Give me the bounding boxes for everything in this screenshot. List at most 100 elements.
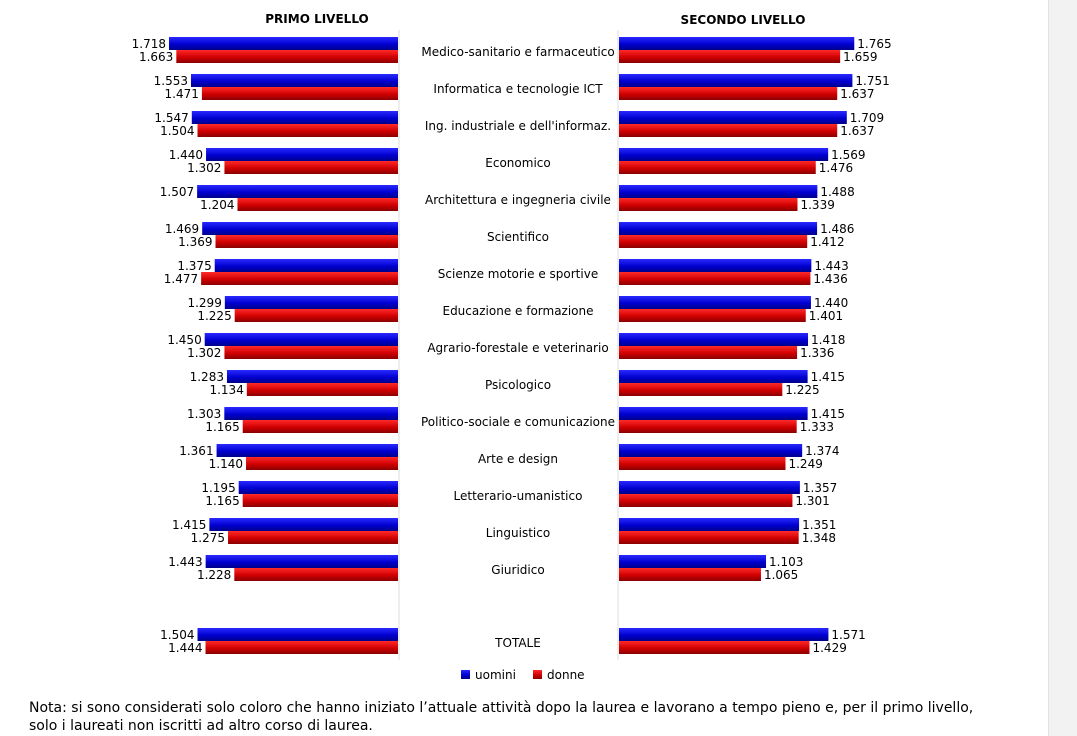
category-label: Educazione e formazione [442, 304, 593, 318]
label-secondo-uomini-cat-4: 1.488 [820, 185, 854, 199]
bar-primo-uomini-cat-2 [191, 111, 398, 124]
bar-secondo-uomini-cat-15 [619, 628, 829, 641]
label-secondo-donne-cat-13: 1.348 [802, 531, 836, 545]
category-label: Letterario-umanistico [454, 489, 583, 503]
label-primo-donne-cat-13: 1.275 [191, 531, 225, 545]
label-primo-uomini-cat-13: 1.415 [172, 518, 206, 532]
bar-primo-uomini-cat-11 [216, 444, 398, 457]
bar-secondo-donne-cat-3 [619, 161, 816, 174]
legend-swatch-uomini [461, 670, 470, 679]
bar-primo-donne-cat-5 [215, 235, 398, 248]
label-secondo-donne-cat-9: 1.225 [785, 383, 819, 397]
label-secondo-uomini-cat-8: 1.418 [811, 333, 845, 347]
label-secondo-donne-cat-11: 1.249 [788, 457, 822, 471]
bar-primo-donne-cat-6 [201, 272, 398, 285]
bar-primo-donne-cat-3 [224, 161, 398, 174]
panel-title-primo: PRIMO LIVELLO [265, 12, 368, 26]
bar-primo-uomini-cat-5 [202, 222, 398, 235]
bar-primo-uomini-cat-1 [190, 74, 398, 87]
category-label: Psicologico [485, 378, 551, 392]
label-primo-donne-cat-12: 1.165 [205, 494, 239, 508]
label-primo-donne-cat-6: 1.477 [164, 272, 198, 286]
bar-primo-donne-cat-9 [246, 383, 398, 396]
bar-secondo-donne-cat-13 [619, 531, 799, 544]
bar-secondo-uomini-cat-7 [619, 296, 811, 309]
label-primo-uomini-cat-4: 1.507 [160, 185, 194, 199]
bar-secondo-uomini-cat-1 [619, 74, 853, 87]
legend-swatch-donne [533, 670, 542, 679]
bar-primo-donne-cat-8 [224, 346, 398, 359]
bar-secondo-uomini-cat-0 [619, 37, 855, 50]
bar-primo-uomini-cat-15 [197, 628, 398, 641]
label-secondo-uomini-cat-2: 1.709 [850, 111, 884, 125]
label-primo-donne-cat-9: 1.134 [209, 383, 243, 397]
label-secondo-uomini-cat-14: 1.103 [769, 555, 803, 569]
label-primo-donne-cat-0: 1.663 [139, 50, 173, 64]
label-secondo-donne-cat-2: 1.637 [840, 124, 874, 138]
label-secondo-uomini-cat-9: 1.415 [811, 370, 845, 384]
bar-secondo-donne-cat-8 [619, 346, 798, 359]
bar-secondo-uomini-cat-11 [619, 444, 803, 457]
bar-secondo-donne-cat-10 [619, 420, 797, 433]
label-secondo-donne-cat-15: 1.429 [812, 641, 846, 655]
category-label: Informatica e tecnologie ICT [433, 82, 603, 96]
label-primo-uomini-cat-6: 1.375 [177, 259, 211, 273]
label-primo-uomini-cat-11: 1.361 [179, 444, 213, 458]
bar-secondo-donne-cat-7 [619, 309, 806, 322]
label-secondo-uomini-cat-7: 1.440 [814, 296, 848, 310]
bar-secondo-uomini-cat-12 [619, 481, 800, 494]
label-primo-uomini-cat-10: 1.303 [187, 407, 221, 421]
label-secondo-donne-cat-12: 1.301 [795, 494, 829, 508]
label-primo-donne-cat-1: 1.471 [165, 87, 199, 101]
bar-secondo-uomini-cat-14 [619, 555, 767, 568]
bar-primo-uomini-cat-13 [209, 518, 398, 531]
bar-secondo-uomini-cat-6 [619, 259, 812, 272]
label-primo-uomini-cat-15: 1.504 [160, 628, 194, 642]
category-label: Medico-sanitario e farmaceutico [421, 45, 614, 59]
label-secondo-donne-cat-10: 1.333 [800, 420, 834, 434]
bar-primo-donne-cat-4 [237, 198, 398, 211]
category-label: Scienze motorie e sportive [438, 267, 598, 281]
label-secondo-donne-cat-14: 1.065 [764, 568, 798, 582]
label-secondo-donne-cat-1: 1.637 [840, 87, 874, 101]
category-label: Economico [485, 156, 550, 170]
label-primo-donne-cat-5: 1.369 [178, 235, 212, 249]
category-label: TOTALE [494, 636, 541, 650]
category-label: Arte e design [478, 452, 558, 466]
bar-secondo-donne-cat-2 [619, 124, 838, 137]
bar-primo-uomini-cat-14 [205, 555, 398, 568]
bar-primo-uomini-cat-8 [204, 333, 398, 346]
label-primo-uomini-cat-12: 1.195 [201, 481, 235, 495]
label-secondo-donne-cat-8: 1.336 [800, 346, 834, 360]
bar-secondo-uomini-cat-9 [619, 370, 808, 383]
bar-primo-uomini-cat-10 [224, 407, 398, 420]
bar-secondo-uomini-cat-3 [619, 148, 829, 161]
bar-primo-donne-cat-10 [242, 420, 398, 433]
bar-secondo-uomini-cat-13 [619, 518, 800, 531]
label-secondo-uomini-cat-5: 1.486 [820, 222, 854, 236]
category-label: Scientifico [487, 230, 549, 244]
bar-primo-donne-cat-15 [205, 641, 398, 654]
label-secondo-uomini-cat-3: 1.569 [831, 148, 865, 162]
bar-primo-donne-cat-2 [197, 124, 398, 137]
panel-title-secondo: SECONDO LIVELLO [681, 13, 806, 27]
bar-primo-donne-cat-1 [201, 87, 398, 100]
label-primo-donne-cat-10: 1.165 [205, 420, 239, 434]
bar-primo-uomini-cat-9 [226, 370, 398, 383]
bar-secondo-donne-cat-15 [619, 641, 810, 654]
label-primo-uomini-cat-8: 1.450 [167, 333, 201, 347]
bar-secondo-donne-cat-5 [619, 235, 808, 248]
category-label: Linguistico [486, 526, 550, 540]
bar-primo-donne-cat-13 [228, 531, 398, 544]
bar-primo-uomini-cat-3 [206, 148, 398, 161]
label-secondo-donne-cat-5: 1.412 [810, 235, 844, 249]
label-secondo-donne-cat-0: 1.659 [843, 50, 877, 64]
bar-primo-donne-cat-7 [234, 309, 398, 322]
chart: PRIMO LIVELLO SECONDO LIVELLO Medico-sanit… [132, 12, 892, 682]
bar-secondo-donne-cat-12 [619, 494, 793, 507]
label-primo-uomini-cat-9: 1.283 [190, 370, 224, 384]
label-secondo-donne-cat-4: 1.339 [800, 198, 834, 212]
label-secondo-donne-cat-6: 1.436 [813, 272, 847, 286]
bar-secondo-donne-cat-11 [619, 457, 786, 470]
label-primo-uomini-cat-5: 1.469 [165, 222, 199, 236]
